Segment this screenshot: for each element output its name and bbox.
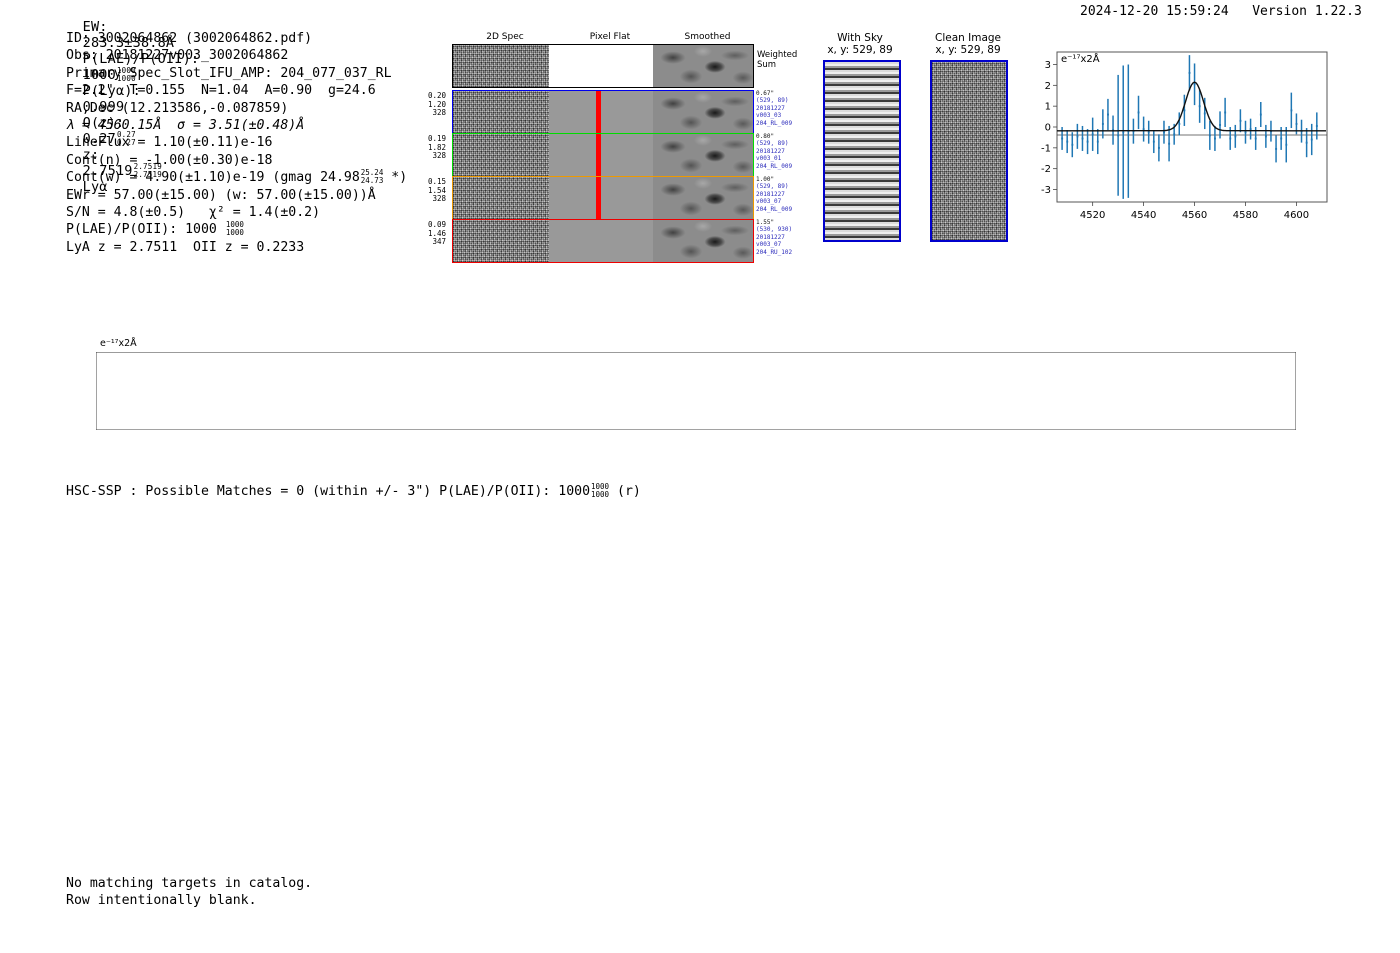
svg-text:-3: -3 [1041,185,1051,196]
fiber-row-2-right-values: 0.80" (529, 89) 20181227 v003_01 204_RL_009 [756,133,793,170]
col-title-pixelflat: Pixel Flat [589,32,631,42]
with-sky-image [823,60,901,242]
fiber-row-3-left-values: 0.15 1.54 328 [427,177,446,204]
fiber-row-3 [452,176,754,220]
spectrum-y-ticks [0,352,96,430]
fiber-row-2 [452,133,754,177]
spectrum-x-ticks [0,433,1400,451]
svg-text:-2: -2 [1041,164,1051,175]
weighted-sum-label: Weighted Sum [757,50,798,70]
info-sn-chi2: S/N = 4.8(±0.5) χ² = 1.4(±0.2) [66,205,321,221]
version-label: Version 1.22.3 [1252,4,1362,19]
fiber-row-1-right-values: 0.67" (529, 89) 20181227 v003_03 204_RL_009 [756,90,793,127]
info-lineflux: LineFlux = 1.10(±0.11)e-16 [66,135,273,151]
spectrum-svg [96,352,1296,430]
hsc-band: (r) [617,484,641,499]
weighted-sum-row [452,44,754,88]
z-value: 2.7519 [82,163,133,179]
svg-text:4520: 4520 [1080,210,1105,221]
info-radec: RA,Dec (12.213586,-0.087859) [66,100,289,116]
col-title-smoothed: Smoothed [684,32,731,42]
fiber-row-4 [452,219,754,263]
clean-image [930,60,1008,242]
fiber-row-4-left-values: 0.09 1.46 347 [427,220,446,247]
gmag-range: 25.24 24.73 [360,168,384,186]
source-info-block: ID: 3002064862 (3002064862.pdf) Obs: 201… [66,30,407,256]
svg-text:3: 3 [1045,60,1051,71]
qz-label: Q(z): [82,115,125,131]
svg-text:-1: -1 [1041,143,1051,154]
with-sky-coords: x, y: 529, 89 [827,44,893,56]
clean-image-title: Clean Image x, y: 529, 89 [918,32,1018,56]
footer-line-2: Row intentionally blank. [66,893,257,909]
qz-value: 0.27 [82,131,116,147]
fiber-row-1 [452,90,754,134]
col-title-2dspec: 2D Spec [486,32,524,42]
line-fit-units: e⁻¹⁷x2Å [1061,54,1100,65]
svg-text:1: 1 [1045,102,1051,113]
footer-line-1: No matching targets in catalog. [66,876,313,891]
spectrum-units: e⁻¹⁷x2Å [100,338,137,349]
hsc-ssp-header: HSC-SSP : Possible Matches = 0 (within +… [66,482,641,500]
hsc-plae-range: 1000 1000 [591,482,610,499]
info-seeing: F=2.2" T=0.155 N=1.04 A=0.90 g=24.6 [66,83,376,99]
z-range: 2.7519 2.7519 [133,162,162,179]
info-plae-range: 1000 1000 [225,220,244,238]
svg-text:2: 2 [1045,81,1051,92]
z-label: z: [82,147,100,163]
svg-text:4580: 4580 [1233,210,1258,221]
info-plae: P(LAE)/P(OII): 1000 1000 1000 [66,220,244,238]
info-obs: Obs: 20181227v003_3002064862 [66,48,289,64]
ew-value: 283.3±38.8Å [82,35,175,51]
ew-label: EW: [82,19,108,35]
z-type: Lyα [82,179,108,195]
plae-range: 1000 1000 [116,66,136,83]
twod-spectra-panel: 2D Spec Pixel Flat Smoothed Weighted Sum… [420,32,797,263]
hsc-header-text: HSC-SSP : Possible Matches = 0 (within +… [66,484,591,499]
svg-text:0: 0 [1045,123,1051,134]
header-summary-line: EW: 283.3±38.8Å P(LAE)/P(OII): 1000 1000 1… [66,3,199,195]
info-ewr: EWr = 57.00(±15.00) (w: 57.00(±15.00))Å [66,187,376,203]
qz-range: 0.27 0.27 [116,130,136,147]
svg-text:4560: 4560 [1182,210,1207,221]
plya-label: P(Lyα): [82,83,141,99]
info-lambda-sigma: λ = 4560.15Å σ = 3.51(±0.48)Å [66,118,305,134]
info-cont-w: Cont(w) = 4.90(±1.10)e-19 (gmag 24.98 25.… [66,168,408,186]
line-fit-svg: -3 -2 -1 0 1 2 3 4520 4540 4560 4580 4600 [1041,51,1328,221]
fiber-row-3-right-values: 1.00" (529, 89) 20181227 v003_07 204_RL_009 [756,176,793,213]
cutout-row [0,505,1400,745]
full-spectrum-panel: e⁻¹⁷x2Å [0,275,1400,465]
info-cont-n: Cont(n) = -1.00(±0.30)e-18 [66,152,273,168]
line-fit-chart: -3 -2 -1 0 1 2 3 4520 4540 4560 4580 4600 e⁻¹⁷x2Å [1035,48,1335,233]
header-timestamp-version: 2024-12-20 15:59:24 Version 1.22.3 [1080,4,1362,19]
fiber-row-2-left-values: 0.19 1.82 328 [427,134,446,161]
plae-value: 1000 [82,67,116,83]
fiber-row-4-right-values: 1.55" (530, 930) 20181227 v003_07 204_RU_10… [756,219,793,256]
plya-value: 0.999 [82,99,125,115]
fiber-row-1-left-values: 0.20 1.20 328 [427,91,446,118]
svg-text:4600: 4600 [1284,210,1309,221]
info-id: ID: 3002064862 (3002064862.pdf) [66,31,313,46]
svg-text:4540: 4540 [1131,210,1156,221]
clean-image-coords: x, y: 529, 89 [935,44,1001,56]
with-sky-title: With Sky x, y: 529, 89 [815,32,905,56]
timestamp: 2024-12-20 15:59:24 [1080,4,1229,19]
info-primary-spec: Primary Spec_Slot_IFU_AMP: 204_077_037_R… [66,65,392,81]
plae-label: P(LAE)/P(OII): [82,51,200,67]
emission-line-labels [0,275,1400,353]
info-redshifts: LyA z = 2.7511 OII z = 0.2233 [66,239,305,255]
footer-notes: No matching targets in catalog. Row inte… [66,875,312,910]
